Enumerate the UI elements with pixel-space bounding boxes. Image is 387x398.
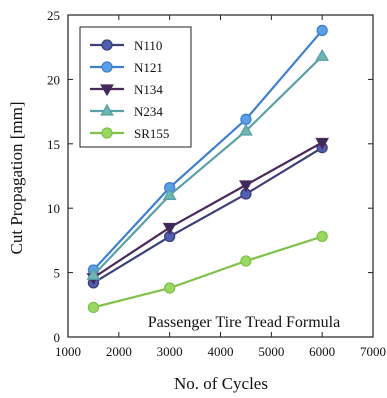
legend-item: N134 — [90, 82, 163, 97]
data-point — [315, 137, 330, 150]
legend-label: SR155 — [134, 126, 169, 141]
x-tick-label: 4000 — [208, 344, 234, 359]
x-tick-label: 2000 — [106, 344, 132, 359]
data-point — [239, 123, 253, 136]
legend-item: N110 — [90, 38, 162, 53]
series-line — [92, 29, 324, 271]
series-n234 — [86, 48, 330, 280]
series-line — [92, 55, 323, 276]
y-tick-label: 20 — [47, 72, 60, 87]
x-tick-label: 3000 — [157, 344, 183, 359]
y-tick-label: 25 — [47, 8, 60, 23]
series-n121 — [87, 24, 328, 276]
legend-label: N110 — [134, 38, 162, 53]
y-tick-label: 10 — [47, 201, 60, 216]
y-axis-label: Cut Propagation [mm] — [7, 102, 26, 255]
series-layer — [86, 24, 330, 314]
y-tick-label: 0 — [54, 330, 61, 345]
legend-marker — [100, 103, 114, 116]
chart-annotation: Passenger Tire Tread Formula — [148, 314, 340, 331]
data-point — [316, 24, 328, 37]
data-point — [164, 282, 176, 294]
data-point — [162, 222, 177, 235]
series-line — [93, 235, 323, 309]
legend-label: N121 — [134, 60, 163, 75]
data-point — [240, 113, 252, 125]
x-tick-label: 5000 — [258, 344, 284, 359]
x-tick-label: 6000 — [309, 344, 335, 359]
data-point — [162, 188, 177, 200]
legend: N110 N121 N134 N234 SR155 — [79, 26, 192, 148]
legend-marker — [101, 127, 113, 139]
legend-label: N134 — [134, 82, 163, 97]
legend-item: N121 — [90, 60, 163, 75]
data-point — [315, 48, 330, 61]
data-point — [240, 255, 252, 267]
legend-marker — [101, 39, 113, 51]
y-tick-label: 5 — [54, 266, 61, 281]
data-point — [239, 180, 253, 193]
x-tick-label: 1000 — [55, 344, 81, 359]
data-point — [87, 301, 100, 314]
legend-marker — [101, 61, 113, 73]
series-line — [92, 141, 323, 279]
series-sr155 — [87, 230, 328, 314]
y-tick-label: 15 — [47, 137, 60, 152]
legend-label: N234 — [134, 104, 163, 119]
legend-marker — [100, 84, 114, 97]
series-line — [92, 146, 323, 284]
data-point — [86, 267, 101, 280]
legend-item: N234 — [90, 103, 163, 119]
legend-item: SR155 — [90, 126, 169, 141]
legend-box — [79, 26, 192, 148]
x-tick-label: 7000 — [360, 344, 386, 359]
data-point — [316, 230, 328, 243]
ticks-layer: 1000 2000 3000 4000 5000 6000 7000 0 5 10 15 20 25 — [47, 8, 386, 359]
x-axis-label: No. of Cycles — [174, 374, 268, 393]
